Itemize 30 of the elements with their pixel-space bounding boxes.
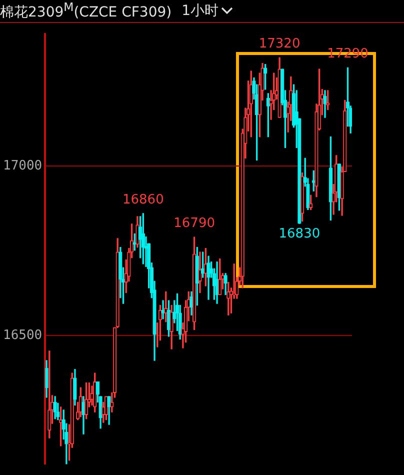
candlestick: [45, 360, 48, 398]
candlestick: [170, 304, 174, 350]
candlestick: [164, 291, 168, 322]
candlestick: [48, 350, 52, 438]
candlestick: [161, 300, 165, 320]
candlestick: [98, 396, 102, 429]
candlestick: [90, 386, 94, 406]
candlestick: [326, 90, 330, 110]
candlestick: [84, 382, 88, 420]
candlestick: [312, 170, 316, 192]
y-tick-label: 16500: [2, 328, 42, 343]
chart-title: 棉花2309$^{M}$(CZCE CF309): [0, 0, 172, 22]
candlestick: [192, 236, 196, 330]
candlestick: [264, 64, 268, 90]
y-tick-label: 17000: [2, 158, 42, 174]
annotation: 16830: [278, 226, 320, 242]
annotation: 17320: [258, 36, 300, 52]
candlestick: [226, 282, 230, 316]
annotation: 16790: [174, 216, 215, 232]
candlestick: [323, 90, 327, 118]
candlestick: [249, 70, 253, 138]
candlestick: [198, 252, 202, 294]
candlestick: [58, 406, 63, 446]
candlestick: [53, 396, 57, 420]
candlestick: [300, 172, 304, 222]
candlestick: [73, 368, 77, 406]
chart-subtitle: 1小时: [182, 2, 219, 20]
candlestick: [328, 136, 333, 221]
candlestick: [266, 93, 270, 138]
annotation: 16860: [122, 192, 164, 208]
